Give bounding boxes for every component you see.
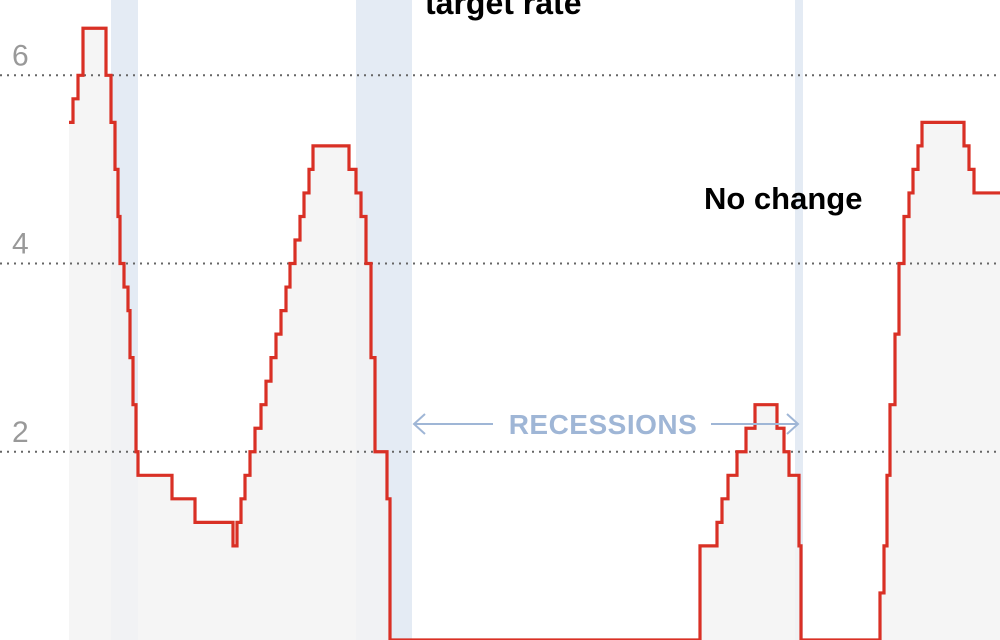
rate-line-series bbox=[69, 26, 1000, 640]
chart-title: target rate bbox=[425, 0, 582, 21]
no-change-annotation: No change bbox=[704, 181, 862, 216]
y-tick-label-6: 6 bbox=[12, 39, 29, 72]
y-tick-label-4: 4 bbox=[12, 228, 29, 261]
rate-line bbox=[69, 26, 1000, 640]
recessions-right-arrowhead bbox=[786, 413, 800, 435]
y-tick-label-2: 2 bbox=[12, 416, 29, 449]
gridlines bbox=[0, 74, 1000, 453]
y-axis-ticks: 2 4 6 bbox=[12, 39, 29, 448]
recessions-left-arrowhead bbox=[412, 413, 426, 435]
recession-band-3 bbox=[795, 0, 803, 640]
recessions-label-group: RECESSIONS bbox=[412, 409, 800, 440]
rate-area-fill bbox=[69, 28, 1000, 640]
recessions-label: RECESSIONS bbox=[509, 409, 698, 440]
